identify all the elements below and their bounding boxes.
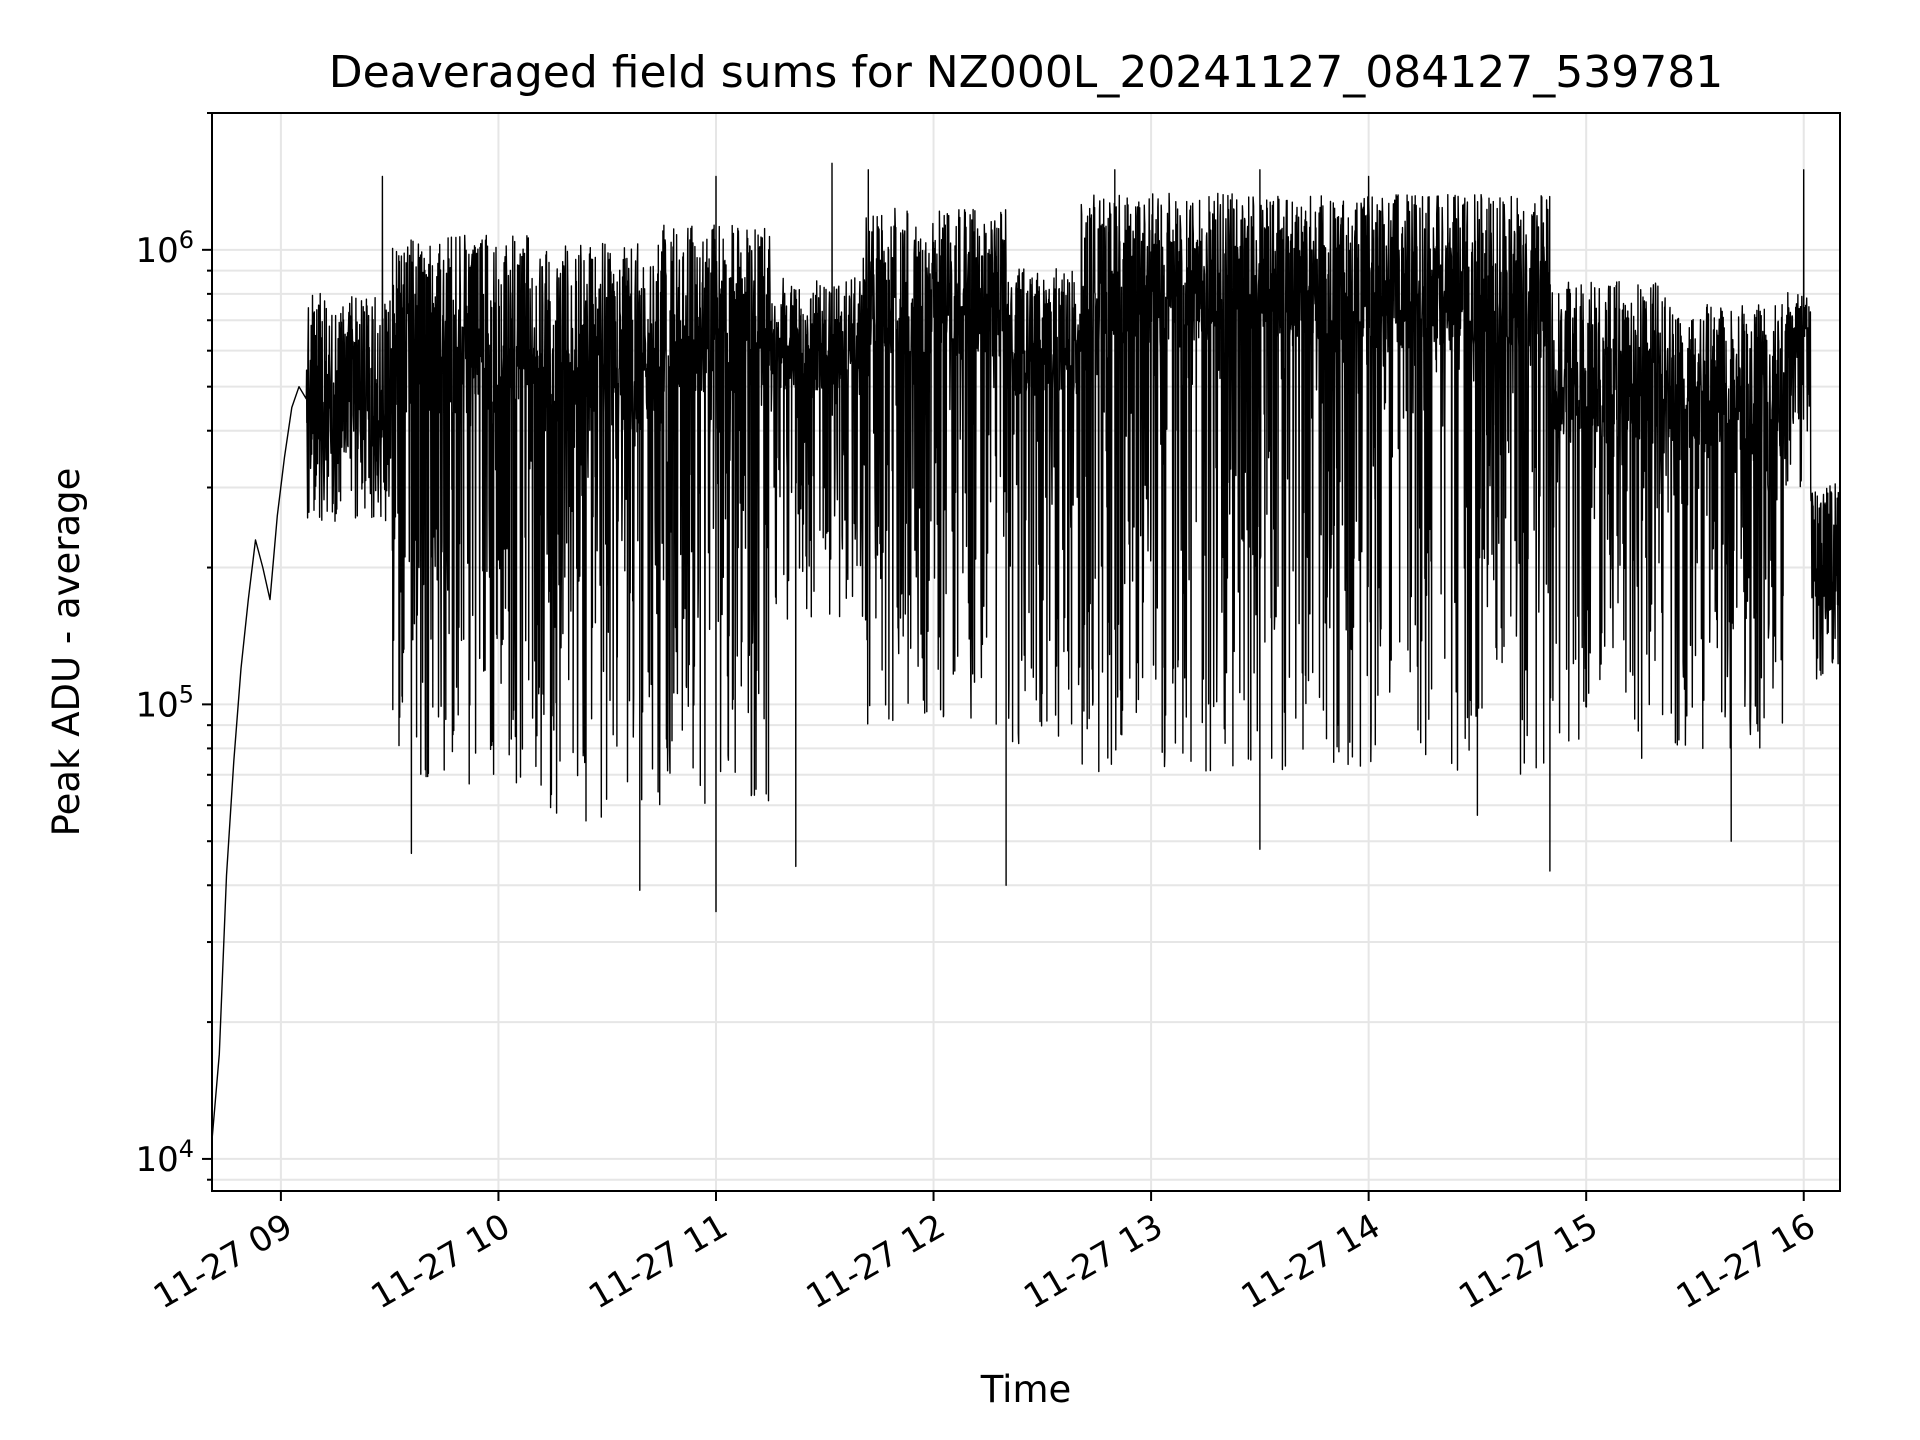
y-tick-label: 104 bbox=[135, 1135, 194, 1180]
chart-title: Deaveraged field sums for NZ000L_2024112… bbox=[329, 47, 1723, 98]
x-axis-label: Time bbox=[980, 1368, 1072, 1411]
plot-frame bbox=[211, 112, 1841, 1192]
y-tick-label: 106 bbox=[135, 226, 194, 271]
y-tick-label: 105 bbox=[135, 680, 194, 725]
series-line bbox=[212, 162, 1840, 1141]
plot-area bbox=[212, 162, 1840, 1141]
y-axis-ticks: 104 105 106 bbox=[135, 112, 212, 1181]
data-series bbox=[212, 162, 1840, 1141]
y-axis-label: Peak ADU - average bbox=[45, 468, 88, 837]
